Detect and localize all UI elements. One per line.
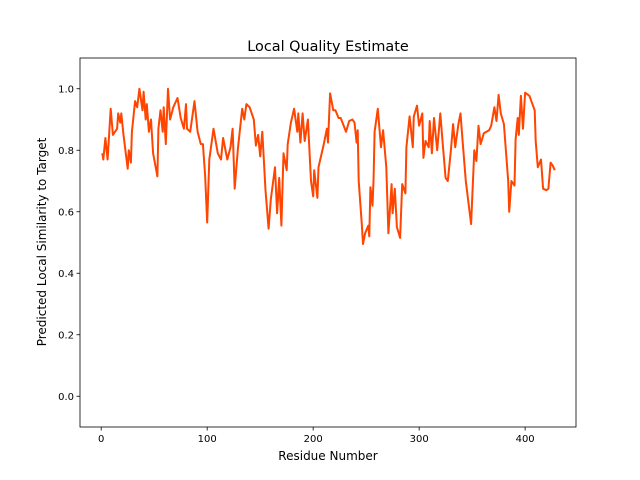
x-tick-label: 300: [410, 434, 429, 445]
axes-frame: [79, 57, 577, 428]
chart-title: Local Quality Estimate: [247, 39, 409, 55]
x-tick-label: 200: [304, 434, 323, 445]
y-tick-label: 0.6: [58, 207, 74, 218]
y-tick-label: 0.8: [58, 146, 74, 157]
series-line-local-quality: [101, 87, 556, 245]
y-tick-label: 1.0: [58, 84, 74, 95]
y-tick-label: 0.0: [58, 392, 74, 403]
x-tick-label: 400: [516, 434, 535, 445]
x-tick-label: 100: [198, 434, 217, 445]
y-tick-label: 0.2: [58, 330, 74, 341]
y-axis-label: Predicted Local Similarity to Target: [35, 137, 49, 346]
x-tick-label: 0: [98, 434, 104, 445]
y-tick-label: 0.4: [58, 269, 74, 280]
x-axis-label: Residue Number: [278, 449, 377, 463]
